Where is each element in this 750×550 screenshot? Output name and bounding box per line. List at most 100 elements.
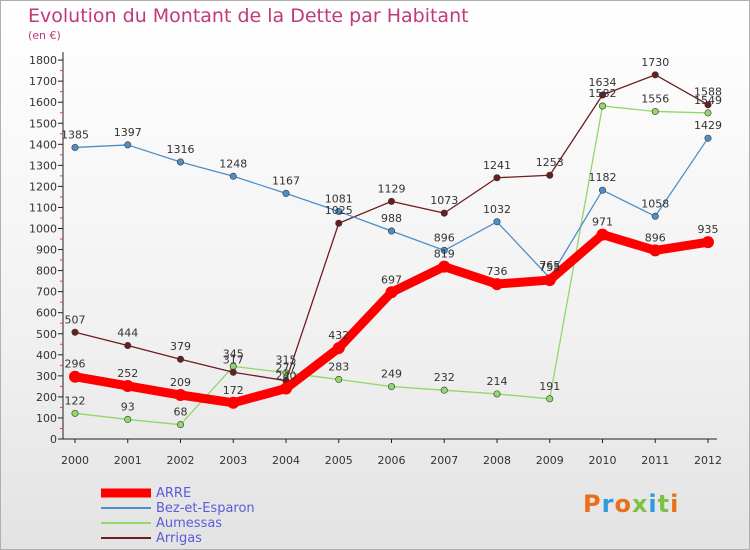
data-point (124, 415, 132, 423)
data-label: 935 (698, 223, 719, 236)
data-point (493, 390, 501, 398)
x-tick-label: 2009 (536, 454, 564, 467)
data-label: 68 (174, 406, 188, 419)
data-point (227, 396, 240, 409)
data-point (280, 382, 292, 395)
data-label: 252 (117, 367, 138, 380)
x-tick-label: 2003 (219, 454, 247, 467)
x-tick-label: 2012 (694, 454, 722, 467)
data-label: 819 (434, 248, 455, 261)
data-point (704, 134, 712, 142)
y-tick-label: 700 (36, 286, 57, 299)
y-tick-label: 400 (36, 349, 57, 362)
data-label: 988 (381, 212, 402, 225)
data-point (651, 71, 659, 79)
data-point (493, 218, 501, 226)
axes: 0 100 200 300 400 500 600 700 800 900 1000 1100 1200… (29, 52, 722, 467)
data-label: 1397 (114, 126, 142, 139)
data-point (174, 389, 187, 402)
data-label: 1081 (325, 192, 353, 205)
data-label: 345 (223, 347, 244, 360)
data-label: 249 (381, 368, 402, 381)
data-point (438, 260, 451, 273)
x-tick-label: 2011 (641, 454, 669, 467)
y-tick-label: 600 (36, 307, 57, 320)
y-tick-label: 200 (36, 391, 57, 404)
data-label: 1073 (430, 194, 458, 207)
data-label: 896 (645, 231, 666, 244)
data-label: 191 (539, 380, 560, 393)
y-tick-label: 1600 (29, 96, 57, 109)
data-label: 93 (121, 400, 135, 413)
data-point (332, 342, 345, 355)
data-label: 214 (487, 375, 508, 388)
legend-label-arrigas: Arrigas (156, 531, 202, 546)
data-point (71, 328, 79, 336)
data-label: 444 (117, 327, 138, 340)
y-tick-label: 1700 (29, 75, 57, 88)
y-tick-label: 0 (50, 433, 57, 446)
data-point (385, 286, 398, 299)
data-point (704, 101, 712, 109)
data-label: 1253 (536, 156, 564, 169)
data-label: 209 (170, 376, 191, 389)
data-label: 507 (65, 313, 86, 326)
data-point (71, 409, 79, 417)
data-label: 765 (539, 259, 560, 272)
data-label: 122 (65, 394, 86, 407)
data-point (177, 355, 185, 363)
data-point (491, 278, 503, 291)
data-point (335, 207, 343, 215)
legend-label-arre: ARRE (156, 486, 192, 501)
data-label: 1241 (483, 159, 511, 172)
data-point (598, 102, 606, 110)
data-point (440, 386, 448, 394)
data-label: 1129 (378, 182, 406, 195)
x-tick-label: 2010 (589, 454, 617, 467)
y-tick-label: 900 (36, 244, 57, 257)
data-label: 1556 (641, 92, 669, 105)
data-label: 232 (434, 371, 455, 384)
data-label: 1025 (325, 204, 353, 217)
data-point (335, 219, 343, 227)
data-point (546, 171, 554, 179)
data-point (124, 342, 132, 350)
y-tick-label: 1200 (29, 180, 57, 193)
y-tick-label: 1400 (29, 138, 57, 151)
data-point (124, 141, 132, 149)
data-label: 1058 (641, 197, 669, 210)
data-point (546, 395, 554, 403)
y-tick-label: 1000 (29, 223, 57, 236)
data-label: 1730 (641, 56, 669, 69)
data-point (387, 383, 395, 391)
y-tick-label: 1800 (29, 54, 57, 67)
data-point (702, 236, 714, 249)
data-point (651, 107, 659, 115)
legend-label-bez-et-esparon: Bez-et-Esparon (156, 501, 255, 516)
data-point (387, 227, 395, 235)
data-point (71, 143, 79, 151)
data-point (229, 172, 237, 180)
data-label: 240 (276, 369, 297, 382)
data-point (69, 370, 81, 383)
data-label: 755 (539, 261, 560, 274)
x-tick-label: 2004 (272, 454, 300, 467)
data-label: 971 (592, 216, 613, 229)
data-label: 1385 (61, 128, 89, 141)
data-point (543, 274, 556, 287)
data-label: 1429 (694, 119, 722, 132)
data-point (596, 228, 609, 241)
x-tick-label: 2000 (61, 454, 89, 467)
data-label: 432 (328, 329, 349, 342)
data-label: 1582 (589, 87, 617, 100)
proxiti-logo: Proxiti (583, 490, 680, 518)
data-point (121, 379, 134, 392)
data-point (440, 209, 448, 217)
data-point (493, 174, 501, 182)
y-tick-label: 800 (36, 265, 57, 278)
data-point (651, 212, 659, 220)
y-tick-label: 1300 (29, 159, 57, 172)
data-point (704, 109, 712, 117)
x-tick-label: 2008 (483, 454, 511, 467)
